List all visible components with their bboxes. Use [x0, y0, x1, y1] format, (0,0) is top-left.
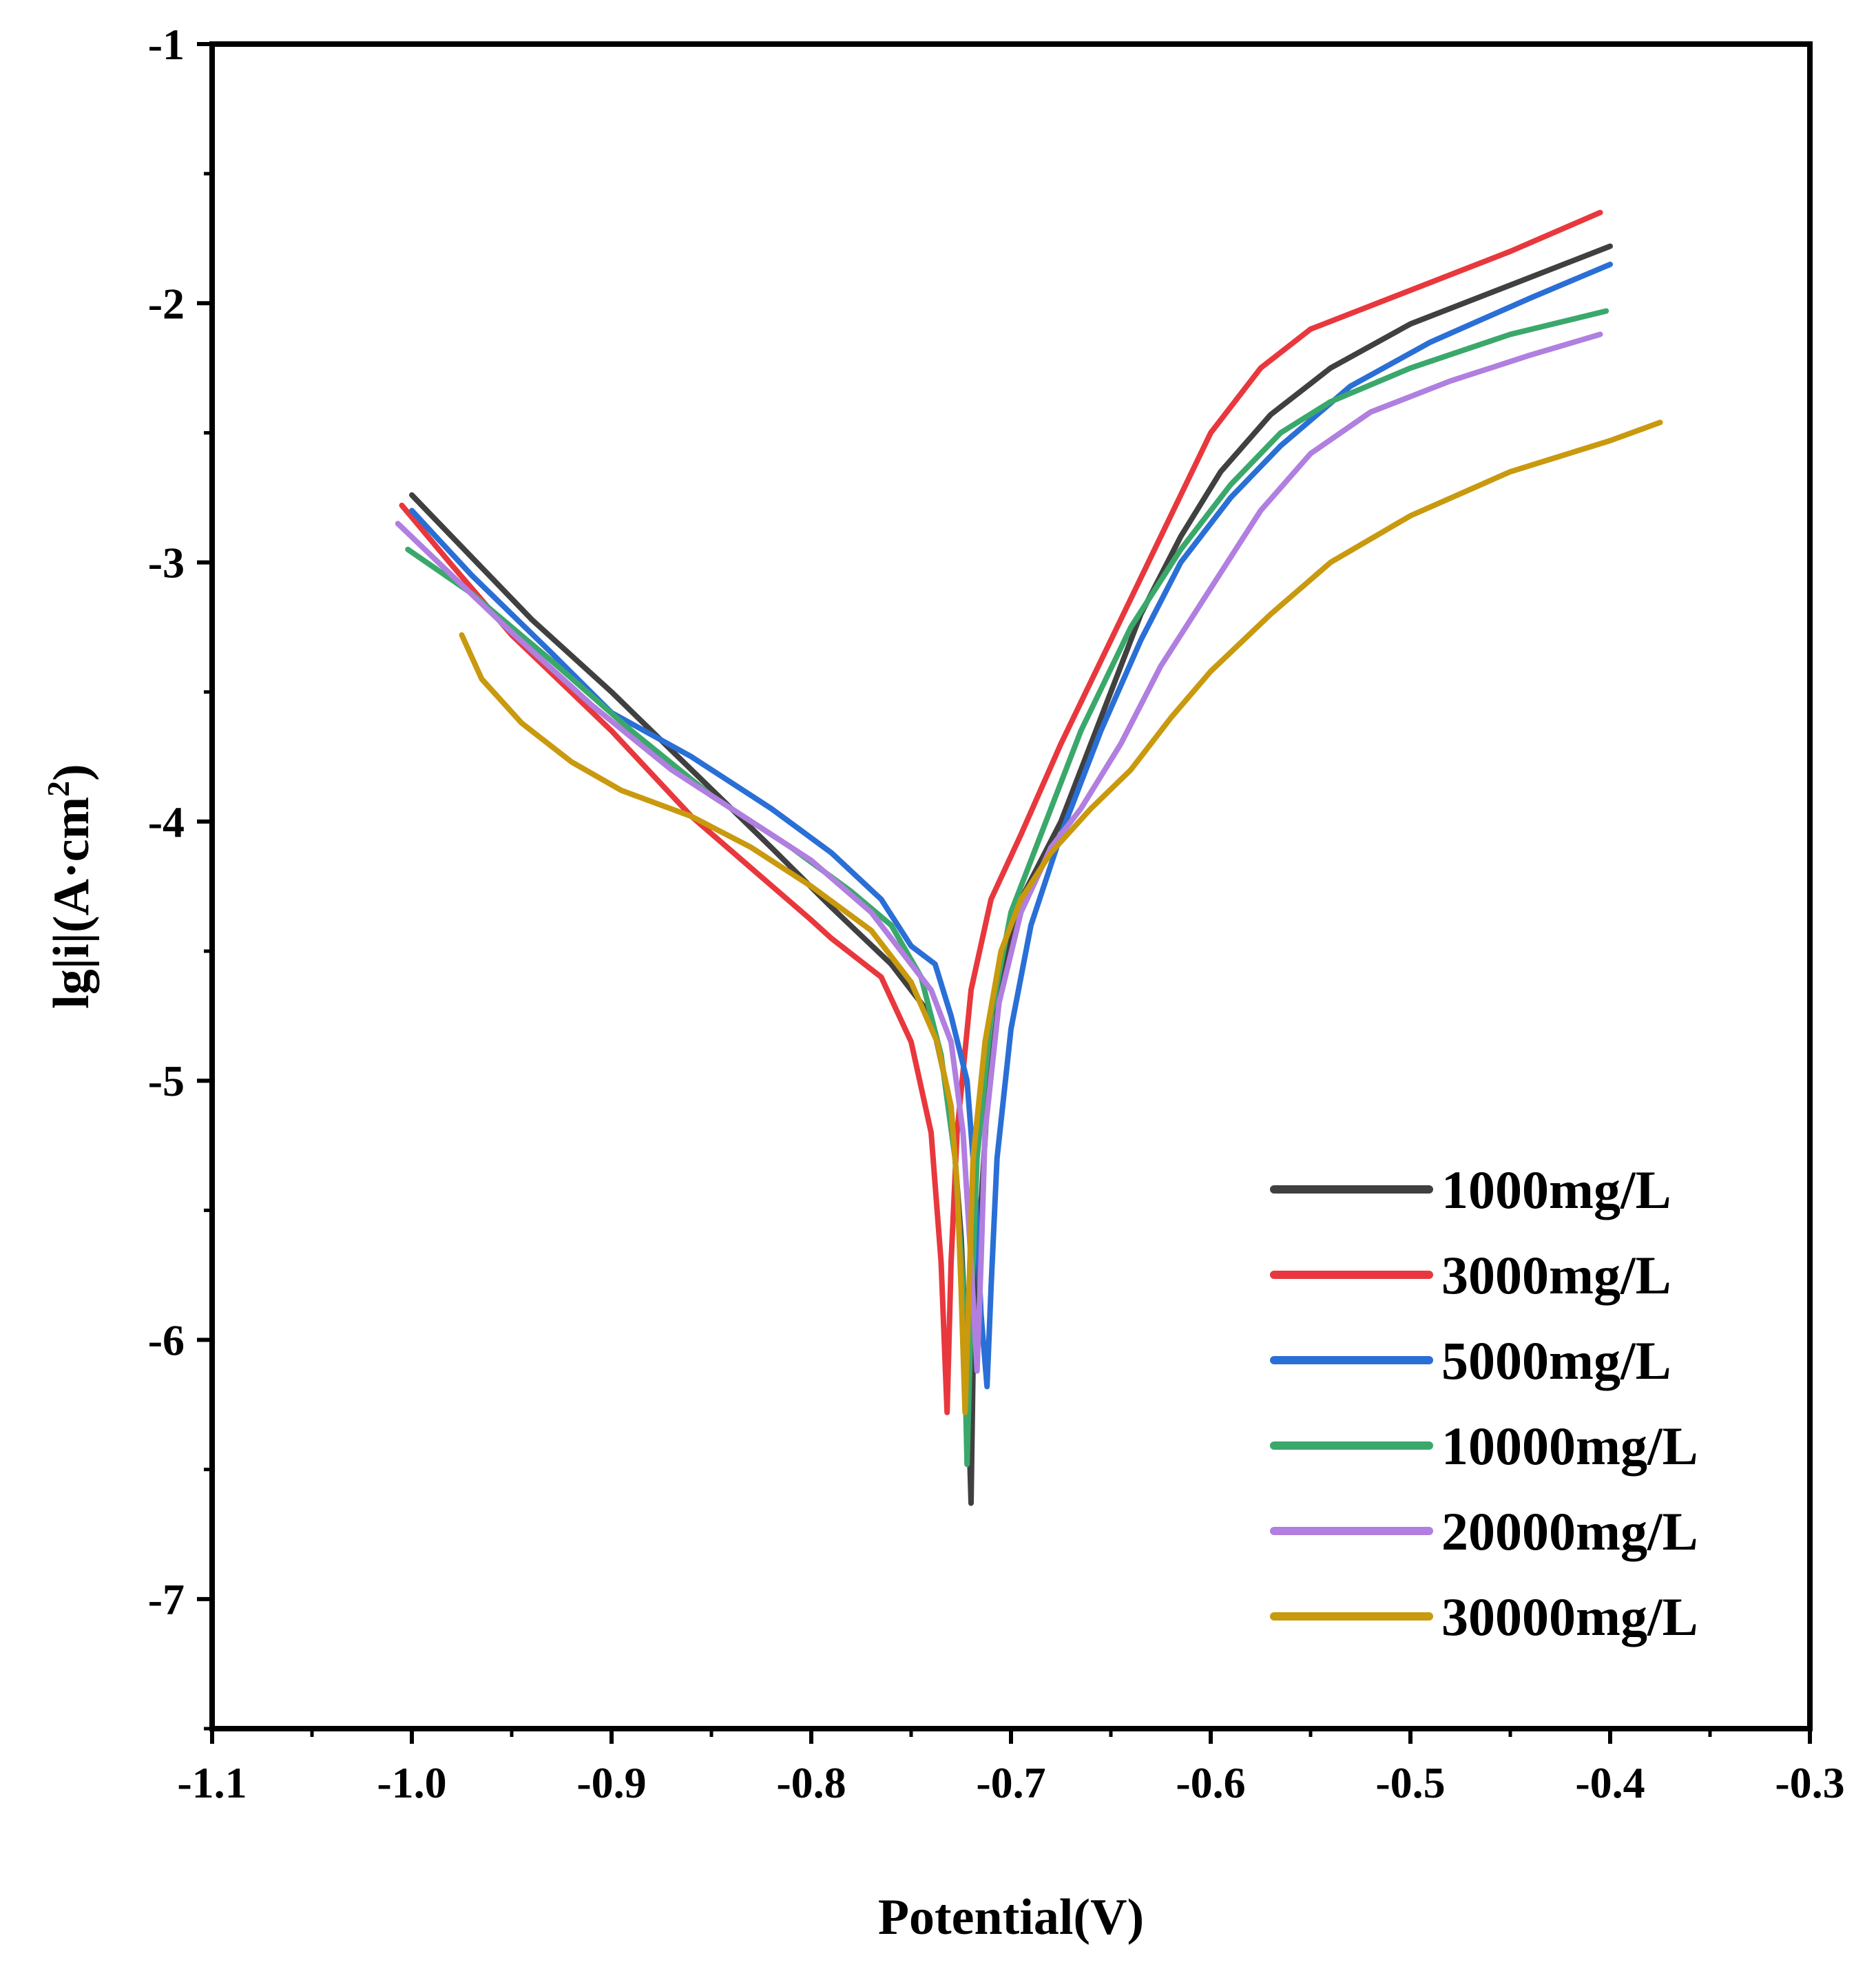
- legend-label-3: 5000mg/L: [1441, 1331, 1671, 1390]
- x-tick-label: -0.5: [1375, 1758, 1445, 1807]
- legend-label-5: 20000mg/L: [1441, 1501, 1698, 1561]
- series-line-2: [399, 209, 1603, 1415]
- x-tick-label: -1.0: [377, 1758, 446, 1807]
- y-tick-label: -4: [148, 798, 185, 846]
- y-tick-label: -7: [148, 1575, 185, 1624]
- y-tick-label: -1: [148, 20, 185, 69]
- legend-label-6: 30000mg/L: [1441, 1587, 1698, 1647]
- y-tick-label: -6: [148, 1316, 185, 1365]
- series-line-5: [395, 331, 1603, 1374]
- x-axis-title: Potential(V): [878, 1889, 1144, 1946]
- series-line-6: [459, 419, 1663, 1415]
- x-tick-label: -0.4: [1575, 1758, 1645, 1807]
- legend: 1000mg/L 3000mg/L 5000mg/L 10000mg/L 20000mg…: [1270, 1160, 1698, 1647]
- y-tick-labels: -1 -2 -3 -4 -5 -6 -7: [148, 20, 185, 1624]
- legend-label-2: 3000mg/L: [1441, 1245, 1671, 1305]
- plot-frame: [209, 41, 1813, 1731]
- y-axis-title: lg|i|(A·cm2): [41, 764, 100, 1009]
- y-tick-label: -5: [148, 1056, 185, 1105]
- x-tick-label: -0.9: [576, 1758, 646, 1807]
- legend-label-1: 1000mg/L: [1441, 1160, 1671, 1220]
- series-line-3: [409, 261, 1613, 1390]
- x-tick-labels: -1.1 -1.0 -0.9 -0.8 -0.7 -0.6 -0.5 -0.4 -0.3: [177, 1758, 1844, 1807]
- x-tick-label: -0.8: [776, 1758, 846, 1807]
- y-axis-title-close: ): [43, 764, 100, 781]
- y-tick-label: -2: [148, 279, 185, 328]
- y-tick-label: -3: [148, 539, 185, 587]
- x-tick-label: -0.7: [976, 1758, 1045, 1807]
- y-axis-title-superscript: 2: [41, 781, 76, 797]
- series-layer: [395, 209, 1663, 1506]
- legend-label-4: 10000mg/L: [1441, 1416, 1698, 1476]
- x-tick-label: -1.1: [177, 1758, 247, 1807]
- x-tick-label: -0.3: [1775, 1758, 1844, 1807]
- y-axis-title-main: lg|i|(A·cm: [43, 797, 100, 1009]
- x-tick-label: -0.6: [1176, 1758, 1245, 1807]
